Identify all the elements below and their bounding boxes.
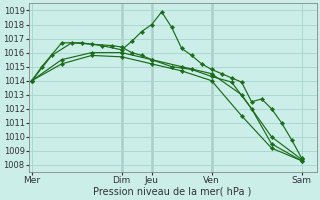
X-axis label: Pression niveau de la mer( hPa ): Pression niveau de la mer( hPa ) bbox=[93, 187, 252, 197]
